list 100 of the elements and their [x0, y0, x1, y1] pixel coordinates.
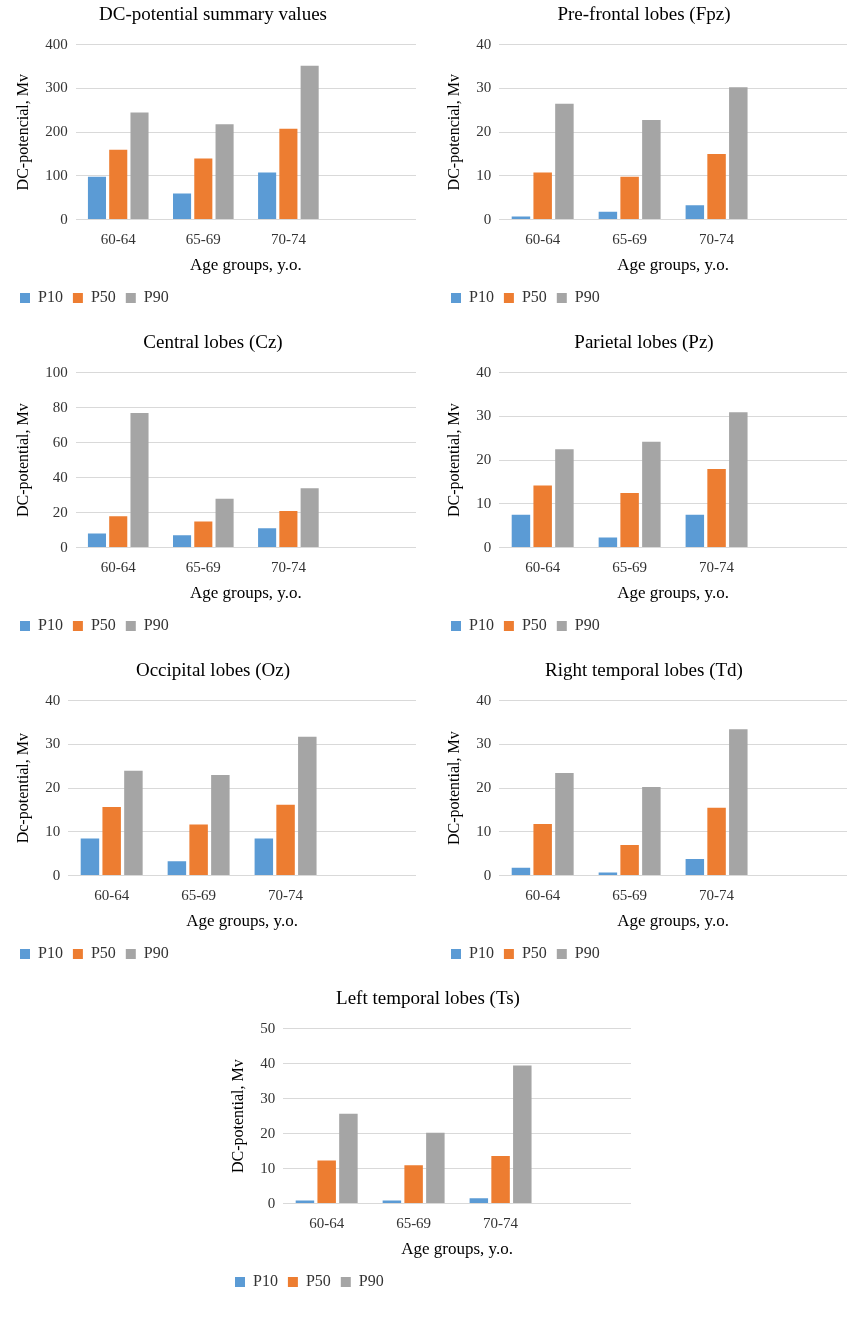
y-tick-label: 20 — [52, 503, 68, 520]
chart-title: Occipital lobes (Oz) — [135, 659, 290, 682]
legend-label: P50 — [521, 288, 547, 306]
y-tick-label: 0 — [59, 538, 68, 555]
x-tick-label: 60-64 — [524, 558, 561, 575]
y-tick-label: 20 — [475, 779, 491, 796]
y-tick-label: 20 — [260, 1124, 276, 1141]
x-axis-title: Age groups, y.o. — [401, 1239, 513, 1259]
y-tick-label: 20 — [44, 779, 60, 796]
bar — [426, 1132, 445, 1204]
y-tick-label: 40 — [260, 1054, 276, 1071]
bar — [317, 1160, 336, 1204]
legend-label: P10 — [468, 944, 494, 962]
bar — [685, 514, 704, 548]
legend-label: P50 — [305, 1272, 331, 1290]
legend-label: P90 — [143, 288, 169, 306]
x-axis-title: Age groups, y.o. — [616, 583, 729, 603]
y-axis-title: Dc-potential, Mv — [13, 733, 32, 844]
legend-label: P50 — [90, 288, 116, 306]
legend-label: P90 — [574, 616, 600, 634]
legend-label: P90 — [143, 616, 169, 634]
bar — [123, 770, 143, 876]
legend-label: P90 — [358, 1272, 384, 1290]
legend-label: P90 — [574, 288, 600, 306]
x-tick-label: 60-64 — [524, 230, 561, 247]
bar — [532, 824, 552, 876]
bar — [172, 535, 191, 548]
bar — [254, 838, 273, 876]
y-tick-label: 60 — [52, 433, 68, 450]
y-tick-label: 20 — [475, 451, 491, 468]
chart-title: Left temporal lobes (Ts) — [336, 987, 520, 1010]
x-tick-label: 65-69 — [396, 1214, 432, 1231]
bar — [300, 488, 319, 548]
bar — [619, 176, 639, 220]
bar — [532, 172, 552, 220]
y-tick-label: 200 — [44, 123, 68, 140]
bar — [641, 119, 661, 220]
y-tick-label: 40 — [44, 691, 60, 708]
bar — [685, 205, 704, 220]
x-tick-label: 60-64 — [100, 230, 136, 247]
x-tick-label: 70-74 — [270, 558, 306, 575]
bar — [706, 807, 726, 876]
y-tick-label: 30 — [475, 407, 491, 424]
bar — [80, 838, 99, 876]
bar — [404, 1165, 423, 1204]
x-tick-label: 60-64 — [524, 886, 561, 903]
x-tick-label: 65-69 — [611, 558, 647, 575]
bar — [641, 786, 661, 876]
bar — [728, 412, 748, 548]
x-tick-label: 70-74 — [483, 1214, 519, 1231]
bar — [257, 528, 276, 548]
y-tick-label: 80 — [52, 398, 68, 415]
bar — [193, 521, 212, 548]
y-tick-label: 10 — [44, 822, 60, 839]
y-tick-label: 10 — [475, 166, 491, 183]
chart-title: Right temporal lobes (Td) — [544, 659, 743, 682]
x-tick-label: 70-74 — [270, 230, 306, 247]
bar — [598, 537, 617, 548]
bar — [129, 413, 149, 548]
bar — [278, 128, 297, 220]
legend-label: P50 — [521, 944, 547, 962]
y-axis-title: DC-potential, Mv — [444, 731, 463, 846]
bar — [193, 158, 212, 220]
bar — [87, 533, 106, 548]
legend-label: P10 — [468, 288, 494, 306]
bar — [554, 449, 574, 548]
bar — [641, 441, 661, 548]
x-tick-label: 60-64 — [100, 558, 136, 575]
y-axis-title: DC-potencial, Mv — [13, 73, 32, 191]
bar — [257, 172, 276, 220]
chart-title: Pre-frontal lobes (Fpz) — [556, 3, 731, 26]
x-axis-title: Age groups, y.o. — [616, 911, 729, 931]
bar — [598, 211, 617, 220]
bar — [728, 729, 748, 876]
bar — [275, 804, 295, 876]
bar — [172, 193, 191, 220]
bar — [215, 498, 234, 548]
bar — [469, 1198, 489, 1204]
bar — [295, 1200, 315, 1204]
bar — [188, 824, 208, 876]
x-tick-label: 70-74 — [698, 886, 735, 903]
bar — [278, 510, 297, 548]
y-tick-label: 10 — [475, 494, 491, 511]
legend-label: P50 — [90, 616, 116, 634]
bar — [167, 861, 186, 876]
bar — [339, 1113, 358, 1204]
legend-label: P10 — [253, 1272, 278, 1290]
y-tick-label: 10 — [260, 1159, 276, 1176]
x-tick-label: 65-69 — [185, 558, 221, 575]
legend-label: P50 — [521, 616, 547, 634]
y-axis-title: DC-potential, Mv — [444, 403, 463, 518]
chart-title: DC-potential summary values — [98, 3, 327, 25]
x-axis-title: Age groups, y.o. — [185, 911, 298, 931]
bar — [210, 775, 230, 876]
y-tick-label: 0 — [59, 210, 68, 227]
y-tick-label: 30 — [475, 735, 491, 752]
x-tick-label: 70-74 — [698, 230, 735, 247]
bar — [619, 492, 639, 548]
bar — [108, 149, 127, 220]
y-tick-label: 400 — [44, 35, 68, 52]
